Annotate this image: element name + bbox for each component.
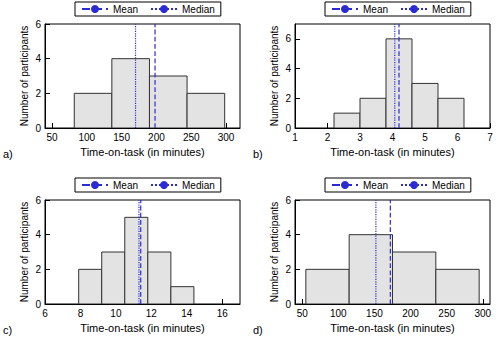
- svg-text:12: 12: [146, 308, 158, 319]
- svg-text:0: 0: [35, 299, 41, 310]
- svg-text:Median: Median: [182, 4, 215, 15]
- svg-text:2: 2: [285, 264, 291, 275]
- svg-text:Median: Median: [182, 180, 215, 191]
- svg-text:Time-on-task (in minutes): Time-on-task (in minutes): [80, 322, 204, 334]
- svg-text:Mean: Mean: [363, 4, 388, 15]
- svg-text:7: 7: [487, 132, 493, 143]
- svg-text:b): b): [253, 148, 263, 160]
- svg-text:4: 4: [285, 229, 291, 240]
- svg-text:4: 4: [390, 132, 396, 143]
- svg-text:100: 100: [78, 132, 95, 143]
- svg-text:0: 0: [35, 123, 41, 134]
- svg-text:0: 0: [285, 123, 291, 134]
- svg-text:Mean: Mean: [363, 180, 388, 191]
- svg-text:6: 6: [42, 308, 48, 319]
- svg-text:16: 16: [217, 308, 229, 319]
- svg-text:Time-on-task (in minutes): Time-on-task (in minutes): [80, 146, 204, 158]
- svg-text:0: 0: [285, 299, 291, 310]
- svg-text:50: 50: [297, 308, 309, 319]
- svg-text:Mean: Mean: [113, 180, 138, 191]
- svg-text:Number of participants: Number of participants: [269, 202, 280, 303]
- svg-text:4: 4: [35, 53, 41, 64]
- svg-text:Number of participants: Number of participants: [19, 202, 30, 303]
- svg-text:Number of participants: Number of participants: [19, 26, 30, 127]
- svg-text:Mean: Mean: [113, 4, 138, 15]
- svg-text:4: 4: [285, 63, 291, 74]
- svg-text:14: 14: [181, 308, 193, 319]
- svg-text:250: 250: [183, 132, 200, 143]
- svg-text:6: 6: [455, 132, 461, 143]
- svg-text:150: 150: [366, 308, 383, 319]
- svg-text:4: 4: [35, 229, 41, 240]
- svg-text:150: 150: [113, 132, 130, 143]
- svg-text:10: 10: [110, 308, 122, 319]
- svg-text:50: 50: [46, 132, 58, 143]
- svg-text:2: 2: [285, 93, 291, 104]
- svg-text:300: 300: [218, 132, 235, 143]
- svg-text:200: 200: [402, 308, 419, 319]
- svg-text:2: 2: [35, 88, 41, 99]
- svg-text:Time-on-task (in minutes): Time-on-task (in minutes): [330, 322, 454, 334]
- svg-text:100: 100: [330, 308, 347, 319]
- svg-text:6: 6: [285, 195, 291, 206]
- svg-text:1: 1: [292, 132, 298, 143]
- svg-text:6: 6: [35, 195, 41, 206]
- svg-text:a): a): [3, 148, 13, 160]
- svg-text:c): c): [3, 324, 12, 336]
- svg-text:2: 2: [35, 264, 41, 275]
- svg-text:Number of participants: Number of participants: [269, 26, 280, 127]
- svg-text:6: 6: [285, 33, 291, 44]
- svg-text:3: 3: [357, 132, 363, 143]
- svg-text:Median: Median: [432, 4, 465, 15]
- svg-text:8: 8: [78, 308, 84, 319]
- svg-text:200: 200: [148, 132, 165, 143]
- svg-text:300: 300: [474, 308, 491, 319]
- svg-text:2: 2: [325, 132, 331, 143]
- svg-text:Median: Median: [432, 180, 465, 191]
- svg-text:Time-on-task (in minutes): Time-on-task (in minutes): [330, 146, 454, 158]
- svg-text:6: 6: [35, 19, 41, 30]
- svg-text:5: 5: [422, 132, 428, 143]
- svg-text:250: 250: [438, 308, 455, 319]
- svg-text:d): d): [253, 324, 263, 336]
